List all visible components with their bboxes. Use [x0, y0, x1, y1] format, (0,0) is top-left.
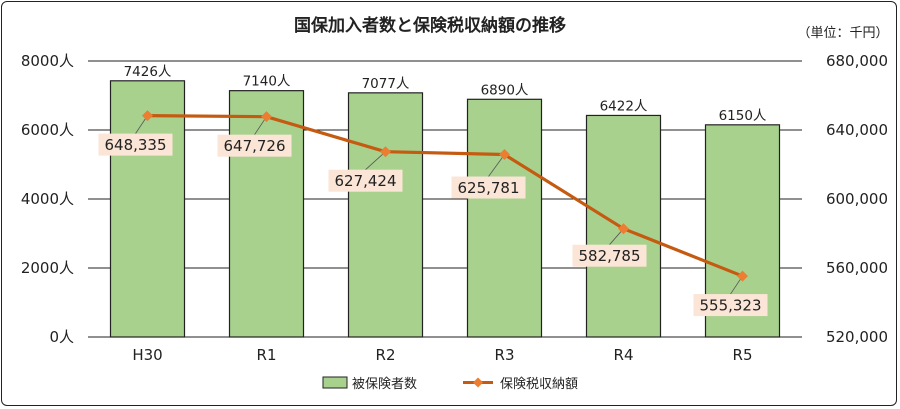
gridlines — [88, 60, 802, 338]
x-tick-label: R4 — [614, 346, 634, 364]
line-data-label: 625,781 — [457, 179, 519, 197]
legend-marker — [473, 377, 483, 388]
line-series — [142, 110, 748, 282]
bar-data-label: 7140人 — [243, 74, 291, 90]
leader-line — [488, 154, 505, 177]
line-marker — [261, 111, 272, 123]
line-label-box — [98, 133, 173, 156]
line-data-label: 555,323 — [699, 297, 761, 315]
line-data-label: 647,726 — [223, 137, 285, 155]
chart-title: 国保加入者数と保険税収納額の推移 — [294, 15, 566, 36]
line-marker — [380, 146, 391, 158]
line-data-label: 627,424 — [334, 172, 396, 190]
bar — [466, 98, 543, 338]
bar-series: 7426人 7140人 7077人 6890人 6422人 6150人 — [109, 64, 781, 338]
bar-data-label: 7426人 — [124, 64, 172, 80]
legend: 被保険者数 保険税収納額 — [322, 376, 578, 392]
line-marker — [618, 223, 629, 235]
line-data-label: 582,785 — [578, 247, 640, 265]
bar — [109, 80, 186, 338]
line-marker — [737, 270, 748, 282]
x-tick-label: R1 — [257, 346, 277, 364]
line-label-box — [572, 244, 647, 267]
line-label-box — [328, 169, 403, 192]
left-tick-label: 8000人 — [21, 52, 74, 70]
bar — [347, 92, 424, 338]
line-label-box — [451, 176, 526, 199]
left-tick-label: 0人 — [49, 328, 74, 346]
x-tick-label: R5 — [733, 346, 753, 364]
x-tick-label: H30 — [132, 346, 162, 364]
x-tick-label: R2 — [376, 346, 396, 364]
leader-line — [365, 151, 386, 170]
bar-data-label: 6150人 — [719, 108, 767, 124]
x-tick-label: R3 — [495, 346, 515, 364]
line-labels: 648,335 647,726 627,424 625,781 582,785 555,3… — [98, 133, 768, 317]
right-tick-label: 680,000 — [826, 52, 888, 70]
legend-label-line: 保険税収納額 — [500, 377, 578, 392]
line-label-box — [693, 294, 768, 317]
line-marker — [142, 110, 153, 122]
left-axis: 0人 2000人 4000人 6000人 8000人 — [21, 52, 74, 346]
bar — [228, 90, 305, 338]
left-tick-label: 4000人 — [21, 190, 74, 208]
legend-swatch-bar — [322, 376, 348, 389]
right-axis: 520,000 560,000 600,000 640,000 680,000 — [826, 52, 888, 346]
right-tick-label: 560,000 — [826, 259, 888, 277]
legend-label-bar: 被保険者数 — [352, 377, 417, 392]
unit-label: （単位：千円） — [797, 25, 888, 41]
bar-data-label: 7077人 — [362, 76, 410, 92]
line-label-box — [217, 134, 292, 157]
right-tick-label: 640,000 — [826, 121, 888, 139]
x-axis: H30 R1 R2 R3 R4 R5 — [132, 346, 752, 364]
series-line — [147, 114, 744, 278]
right-tick-label: 520,000 — [826, 328, 888, 346]
bar-data-label: 6422人 — [600, 98, 648, 114]
left-tick-label: 2000人 — [21, 259, 74, 277]
right-tick-label: 600,000 — [826, 190, 888, 208]
line-data-label: 648,335 — [104, 136, 166, 154]
left-tick-label: 6000人 — [21, 121, 74, 139]
bar-data-label: 6890人 — [481, 82, 529, 98]
line-marker — [499, 149, 510, 161]
